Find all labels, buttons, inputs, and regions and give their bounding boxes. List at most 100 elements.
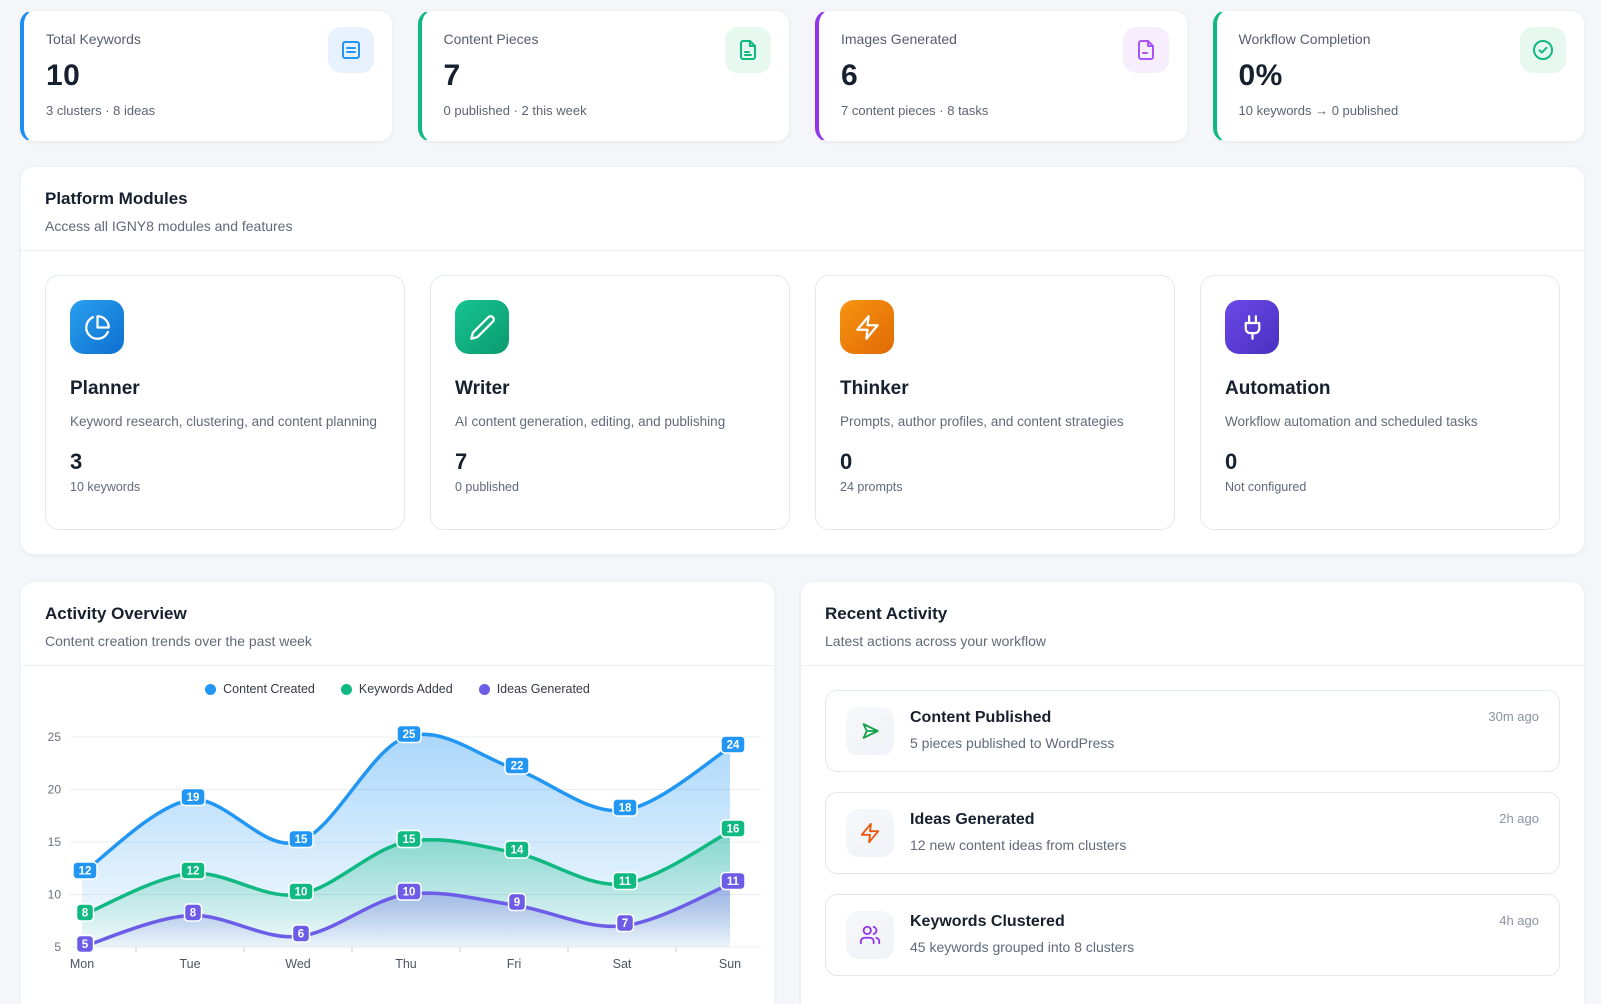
pencil-icon	[455, 300, 509, 354]
svg-text:10: 10	[403, 887, 416, 899]
svg-text:22: 22	[511, 761, 524, 773]
activity-description: 12 new content ideas from clusters	[910, 837, 1127, 853]
module-stat: 10 keywords	[70, 479, 141, 494]
module-name: Automation	[1225, 378, 1331, 399]
svg-text:Thu: Thu	[395, 957, 417, 971]
stat-title: Workflow Completion	[1238, 31, 1371, 47]
panel-title: Activity Overview	[45, 604, 187, 623]
stat-value: 6	[841, 59, 859, 92]
list-icon	[327, 27, 374, 73]
svg-text:8: 8	[82, 908, 89, 920]
activity-description: 5 pieces published to WordPress	[910, 735, 1115, 751]
divider	[21, 250, 1584, 251]
activity-description: 45 keywords grouped into 8 clusters	[910, 939, 1135, 955]
stat-card-workflow-completion[interactable]: Workflow Completion 0% 10 keywords → 0 p…	[1212, 10, 1585, 142]
svg-text:19: 19	[187, 792, 200, 804]
module-stat: 0 published	[455, 479, 519, 494]
legend-label: Ideas Generated	[496, 682, 590, 696]
svg-text:5: 5	[54, 940, 61, 954]
plug-icon	[1225, 300, 1279, 354]
module-description: Prompts, author profiles, and content st…	[840, 414, 1124, 429]
legend-dot	[478, 683, 490, 695]
svg-text:Sat: Sat	[613, 957, 632, 971]
stat-card-content-pieces[interactable]: Content Pieces 7 0 published · 2 this we…	[417, 10, 790, 142]
stat-subtitle: 0 published · 2 this week	[443, 103, 587, 118]
module-stat: 24 prompts	[840, 479, 903, 494]
module-card-planner[interactable]: Planner Keyword research, clustering, an…	[45, 275, 405, 530]
divider	[801, 665, 1584, 666]
stat-subtitle: 3 clusters · 8 ideas	[46, 103, 156, 118]
svg-text:24: 24	[727, 740, 740, 752]
stat-value: 7	[443, 59, 461, 92]
activity-body: Ideas Generated 12 new content ideas fro…	[910, 809, 1483, 857]
lightning-icon	[840, 300, 894, 354]
svg-text:6: 6	[298, 929, 304, 941]
stat-subtitle: 7 content pieces · 8 tasks	[841, 103, 989, 118]
module-value: 0	[1225, 448, 1238, 474]
check-circle-icon	[1520, 27, 1566, 73]
svg-text:Tue: Tue	[179, 957, 200, 971]
legend-dot	[205, 683, 217, 695]
activity-item-ideas-generated[interactable]: Ideas Generated 12 new content ideas fro…	[825, 792, 1560, 874]
legend-item-keywords-added[interactable]: Keywords Added	[340, 682, 453, 696]
activity-body: Content Published 5 pieces published to …	[910, 707, 1472, 755]
svg-text:12: 12	[187, 866, 200, 878]
pie-chart-icon	[70, 300, 124, 354]
stat-title: Content Pieces	[443, 31, 539, 47]
svg-text:15: 15	[295, 834, 308, 846]
svg-text:11: 11	[619, 876, 632, 888]
svg-text:15: 15	[48, 835, 62, 849]
svg-text:Sun: Sun	[719, 957, 741, 971]
stat-card-total-keywords[interactable]: Total Keywords 10 3 clusters · 8 ideas	[20, 10, 393, 142]
activity-list: Content Published 5 pieces published to …	[801, 666, 1584, 976]
module-stat: Not configured	[1225, 479, 1307, 494]
stat-title: Images Generated	[841, 31, 957, 47]
module-name: Planner	[70, 378, 140, 399]
users-icon	[846, 911, 894, 959]
bottom-row: Activity Overview Content creation trend…	[20, 581, 1585, 1004]
chart-legend: Content Created Keywords Added Ideas Gen…	[21, 682, 774, 696]
recent-activity-panel: Recent Activity Latest actions across yo…	[800, 581, 1585, 1004]
stats-row: Total Keywords 10 3 clusters · 8 ideas C…	[20, 10, 1585, 142]
svg-text:25: 25	[403, 729, 416, 741]
legend-item-ideas-generated[interactable]: Ideas Generated	[478, 682, 590, 696]
recent-activity-header: Recent Activity Latest actions across yo…	[801, 582, 1584, 665]
modules-grid: Planner Keyword research, clustering, an…	[21, 251, 1584, 554]
svg-text:10: 10	[48, 888, 62, 902]
activity-title: Keywords Clustered	[910, 913, 1065, 930]
svg-text:Wed: Wed	[285, 957, 311, 971]
stat-title: Total Keywords	[46, 31, 141, 47]
activity-item-content-published[interactable]: Content Published 5 pieces published to …	[825, 690, 1560, 772]
svg-text:8: 8	[190, 908, 197, 920]
legend-item-content-created[interactable]: Content Created	[205, 682, 315, 696]
module-card-thinker[interactable]: Thinker Prompts, author profiles, and co…	[815, 275, 1175, 530]
panel-subtitle: Latest actions across your workflow	[825, 633, 1046, 649]
image-file-icon	[1122, 27, 1169, 73]
activity-item-keywords-clustered[interactable]: Keywords Clustered 45 keywords grouped i…	[825, 894, 1560, 976]
file-icon	[725, 27, 771, 73]
svg-text:15: 15	[403, 834, 416, 846]
platform-modules-header: Platform Modules Access all IGNY8 module…	[21, 167, 1584, 250]
panel-subtitle: Content creation trends over the past we…	[45, 633, 312, 649]
module-value: 0	[840, 448, 853, 474]
svg-text:Mon: Mon	[70, 957, 94, 971]
activity-title: Content Published	[910, 709, 1052, 726]
module-card-automation[interactable]: Automation Workflow automation and sched…	[1200, 275, 1560, 530]
module-description: Keyword research, clustering, and conten…	[70, 414, 377, 429]
activity-overview-header: Activity Overview Content creation trend…	[21, 582, 774, 665]
svg-text:20: 20	[48, 783, 62, 797]
stat-value: 10	[46, 59, 81, 92]
svg-text:16: 16	[727, 824, 740, 836]
stat-card-images-generated[interactable]: Images Generated 6 7 content pieces · 8 …	[815, 10, 1188, 142]
panel-subtitle: Access all IGNY8 modules and features	[45, 218, 293, 234]
stat-subtitle: 10 keywords → 0 published	[1238, 103, 1399, 118]
activity-timestamp: 4h ago	[1499, 913, 1539, 928]
svg-text:18: 18	[619, 803, 632, 815]
legend-dot	[340, 683, 352, 695]
svg-text:5: 5	[82, 939, 89, 951]
module-name: Writer	[455, 378, 510, 399]
module-card-writer[interactable]: Writer AI content generation, editing, a…	[430, 275, 790, 530]
panel-title: Recent Activity	[825, 604, 948, 623]
svg-text:10: 10	[295, 887, 308, 899]
